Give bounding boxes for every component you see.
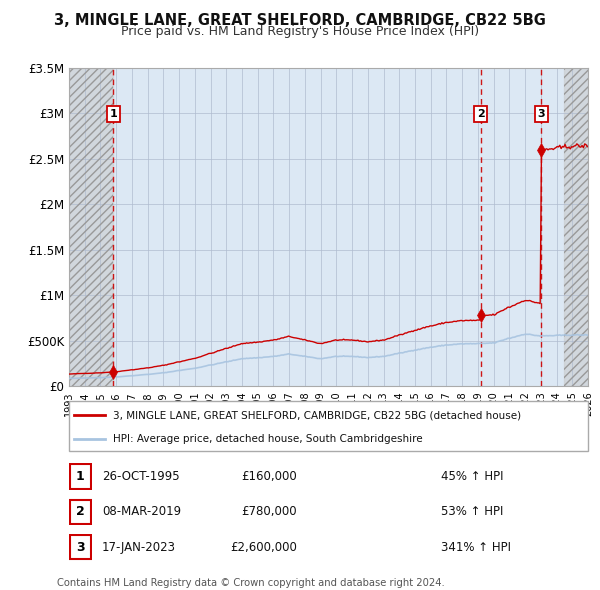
Text: HPI: Average price, detached house, South Cambridgeshire: HPI: Average price, detached house, Sout… xyxy=(113,434,423,444)
Text: 1: 1 xyxy=(76,470,85,483)
Text: 45% ↑ HPI: 45% ↑ HPI xyxy=(441,470,503,483)
Text: 3, MINGLE LANE, GREAT SHELFORD, CAMBRIDGE, CB22 5BG: 3, MINGLE LANE, GREAT SHELFORD, CAMBRIDG… xyxy=(54,13,546,28)
Text: 341% ↑ HPI: 341% ↑ HPI xyxy=(441,540,511,554)
Text: 2: 2 xyxy=(477,109,485,119)
Text: 53% ↑ HPI: 53% ↑ HPI xyxy=(441,505,503,519)
Bar xyxy=(69,68,113,386)
Text: 17-JAN-2023: 17-JAN-2023 xyxy=(102,540,176,554)
Text: 3: 3 xyxy=(76,540,85,554)
Text: 08-MAR-2019: 08-MAR-2019 xyxy=(102,505,181,519)
Text: Price paid vs. HM Land Registry's House Price Index (HPI): Price paid vs. HM Land Registry's House … xyxy=(121,25,479,38)
Text: 26-OCT-1995: 26-OCT-1995 xyxy=(102,470,179,483)
Text: £780,000: £780,000 xyxy=(241,505,297,519)
Text: 3, MINGLE LANE, GREAT SHELFORD, CAMBRIDGE, CB22 5BG (detached house): 3, MINGLE LANE, GREAT SHELFORD, CAMBRIDG… xyxy=(113,410,521,420)
Text: £160,000: £160,000 xyxy=(241,470,297,483)
Text: 3: 3 xyxy=(538,109,545,119)
Text: Contains HM Land Registry data © Crown copyright and database right 2024.: Contains HM Land Registry data © Crown c… xyxy=(57,578,445,588)
Bar xyxy=(565,68,588,386)
Text: £2,600,000: £2,600,000 xyxy=(230,540,297,554)
Bar xyxy=(565,68,588,386)
Text: 2: 2 xyxy=(76,505,85,519)
Text: 1: 1 xyxy=(109,109,117,119)
Bar xyxy=(69,68,113,386)
